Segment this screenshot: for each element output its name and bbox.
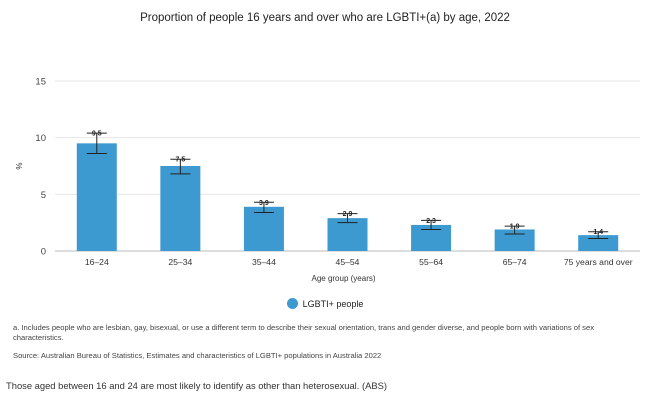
data-label: 1.4 — [593, 229, 603, 236]
x-tick-label: 55–64 — [419, 257, 443, 267]
bar — [76, 143, 117, 251]
footnote-a: a. Includes people who are lesbian, gay,… — [13, 323, 594, 342]
data-label: 1.9 — [510, 224, 520, 231]
legend-swatch — [286, 298, 298, 310]
y-tick-label: 0 — [41, 247, 46, 258]
y-axis-label: % — [15, 162, 24, 169]
x-tick-label: 16–24 — [85, 257, 109, 267]
x-tick-label: 35–44 — [252, 257, 276, 267]
chart-plot-area: 0 5 10 15% 9.5 16–24 7.5 25–34 3.9 35–44 2.9 45–54 2… — [15, 77, 640, 283]
data-label: 3.9 — [259, 200, 269, 207]
legend-label: LGBTI+ people — [302, 299, 364, 309]
data-label: 9.5 — [92, 131, 102, 138]
x-tick-label: 25–34 — [168, 257, 192, 267]
bar — [243, 206, 284, 251]
bar — [160, 166, 201, 251]
data-label: 2.3 — [426, 218, 436, 225]
x-axis-label: Age group (years) — [311, 274, 375, 283]
bar — [494, 229, 535, 251]
chart-legend[interactable]: LGBTI+ people — [0, 298, 650, 310]
x-tick-label: 75 years and over — [564, 257, 633, 267]
figure-caption: Those aged between 16 and 24 are most li… — [6, 380, 387, 391]
x-tick-label: 45–54 — [336, 257, 360, 267]
data-label: 2.9 — [343, 211, 353, 218]
source-note: Source: Australian Bureau of Statistics,… — [13, 351, 382, 360]
chart-title: Proportion of people 16 years and over w… — [140, 12, 510, 24]
bar — [327, 218, 368, 251]
data-label: 7.5 — [175, 157, 185, 164]
y-tick-label: 10 — [35, 133, 46, 144]
x-tick-label: 65–74 — [503, 257, 527, 267]
y-tick-label: 5 — [41, 190, 46, 201]
y-tick-label: 15 — [35, 77, 46, 88]
bar — [578, 235, 619, 251]
